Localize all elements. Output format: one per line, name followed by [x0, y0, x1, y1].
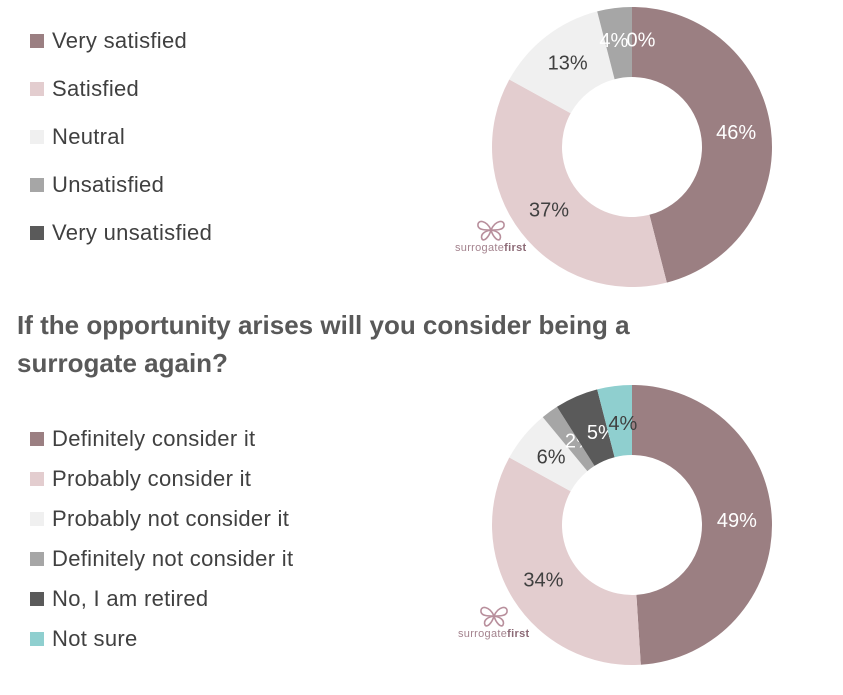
legend-swatch: [30, 472, 44, 486]
slice-unsatisfied: [597, 6, 632, 80]
legend-label: Definitely not consider it: [52, 546, 294, 571]
legend-swatch: [30, 226, 44, 240]
legend-swatch: [30, 552, 44, 566]
slice-probably-consider-it: [492, 457, 641, 665]
legend-label: Probably not consider it: [52, 506, 290, 531]
question-heading: If the opportunity arises will you consi…: [17, 310, 630, 378]
legend-label: Probably consider it: [52, 466, 252, 491]
data-label-probably-consider-it: 34%: [523, 570, 563, 592]
slice-neutral: [509, 11, 615, 114]
logo-wordmark: surrogatefirst: [455, 242, 527, 254]
slice-not-sure: [597, 385, 632, 458]
legend-surrogate-again: Definitely consider it Probably consider …: [30, 419, 293, 659]
legend-swatch: [30, 82, 44, 96]
data-label-very-unsatisfied: 0%: [627, 29, 656, 51]
legend-label: Very unsatisfied: [52, 220, 213, 245]
slice-definitely-consider-it: [632, 385, 773, 665]
logo-wordmark: surrogatefirst: [458, 628, 530, 640]
legend-item-unsatisfied: Unsatisfied: [30, 161, 212, 209]
legend-swatch: [30, 130, 44, 144]
slice-definitely-not-consider-it: [542, 406, 595, 472]
legend-swatch: [30, 592, 44, 606]
legend-item-neutral: Neutral: [30, 113, 212, 161]
donut-chart-satisfaction: 46% 37% 13% 4%0%: [492, 6, 773, 287]
data-label-definitely-consider-it: 49%: [717, 510, 757, 532]
legend-swatch: [30, 432, 44, 446]
butterfly-logo-icon: [476, 220, 505, 241]
legend-label: No, I am retired: [52, 586, 209, 611]
butterfly-logo-icon: [479, 606, 508, 627]
legend-item-definitely-consider-it: Definitely consider it: [30, 419, 293, 459]
legend-satisfaction: Very satisfied Satisfied Neutral Unsatisfie…: [30, 17, 212, 257]
data-label-probably-not-consider-it: 6%: [537, 446, 566, 468]
data-label-not-sure: 4%: [608, 413, 637, 435]
surrogatefirst-logo: surrogatefirst: [455, 218, 526, 254]
slice-no-i-am-retired: [556, 389, 615, 466]
data-label-neutral: 13%: [548, 52, 588, 74]
legend-swatch: [30, 178, 44, 192]
legend-item-very-unsatisfied: Very unsatisfied: [30, 209, 212, 257]
legend-label: Very satisfied: [52, 28, 188, 53]
legend-item-probably-not-consider-it: Probably not consider it: [30, 499, 293, 539]
legend-item-probably-consider-it: Probably consider it: [30, 459, 293, 499]
surrogatefirst-logo: surrogatefirst: [458, 604, 529, 640]
legend-label: Definitely consider it: [52, 426, 256, 451]
legend-label: Unsatisfied: [52, 172, 165, 197]
legend-swatch: [30, 34, 44, 48]
data-label-satisfied: 37%: [529, 200, 569, 222]
slice-probably-not-consider-it: [509, 417, 588, 492]
legend-label: Not sure: [52, 626, 138, 651]
legend-swatch: [30, 632, 44, 646]
slice-satisfied: [492, 79, 667, 287]
legend-item-no-i-am-retired: No, I am retired: [30, 579, 293, 619]
legend-item-not-sure: Not sure: [30, 619, 293, 659]
legend-item-satisfied: Satisfied: [30, 65, 212, 113]
legend-label: Neutral: [52, 124, 126, 149]
legend-item-very-satisfied: Very satisfied: [30, 17, 212, 65]
legend-item-definitely-not-consider-it: Definitely not consider it: [30, 539, 293, 579]
slice-very-satisfied: [632, 6, 773, 283]
legend-swatch: [30, 512, 44, 526]
data-label-unsatisfied: 4%: [599, 30, 628, 52]
legend-label: Satisfied: [52, 76, 140, 101]
data-label-very-satisfied: 46%: [716, 122, 756, 144]
